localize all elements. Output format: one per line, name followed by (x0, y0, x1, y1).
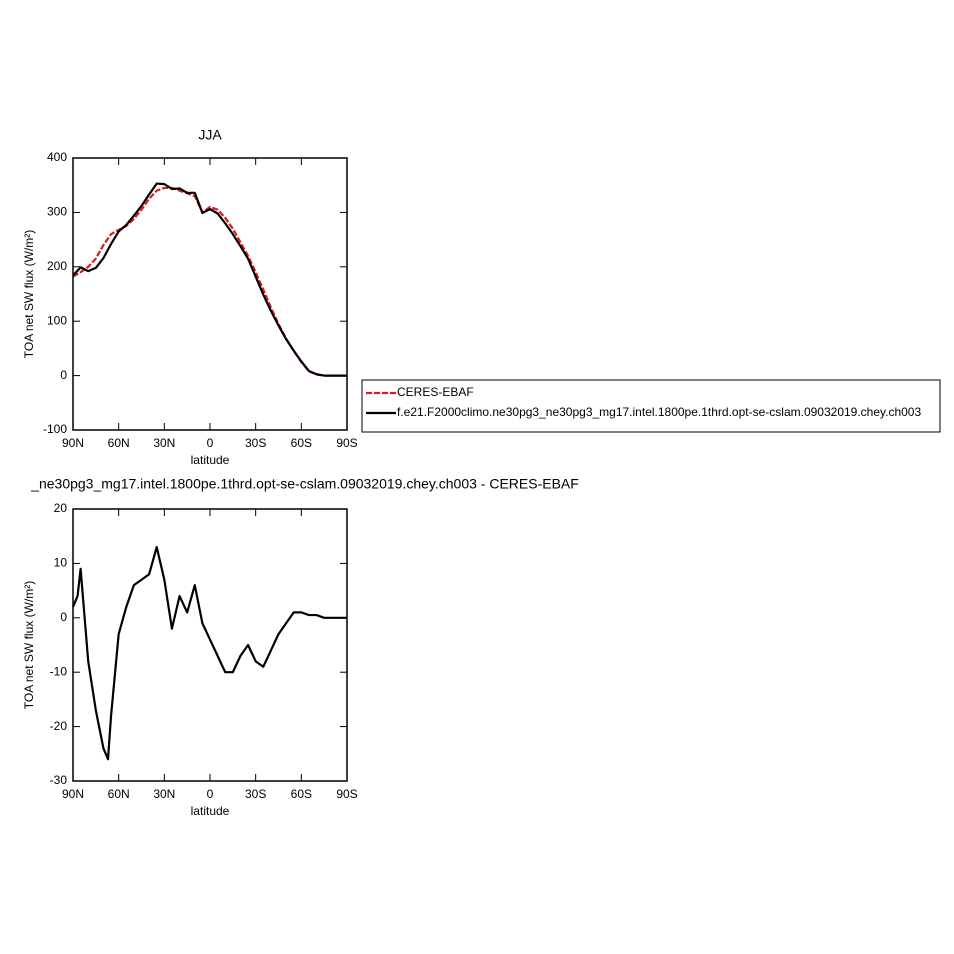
x-axis-label: latitude (191, 453, 230, 467)
x-tick-label: 30S (245, 436, 266, 450)
x-tick-label: 30N (153, 787, 175, 801)
x-tick-label: 90N (62, 436, 84, 450)
y-tick-label: 200 (47, 259, 67, 273)
x-tick-label: 30S (245, 787, 266, 801)
chart-title: _ne30pg3_mg17.intel.1800pe.1thrd.opt-se-… (30, 476, 579, 492)
y-tick-label: 400 (47, 150, 67, 164)
x-tick-label: 0 (207, 787, 214, 801)
data-line (72, 182, 347, 377)
x-tick-label: 30N (153, 436, 175, 450)
x-tick-label: 60S (291, 436, 312, 450)
data-line (71, 545, 347, 761)
plot-frame (72, 157, 348, 431)
y-tick-label: 0 (60, 368, 67, 382)
x-tick-label: 90S (336, 436, 357, 450)
legend-frame (361, 379, 941, 433)
x-tick-label: 90S (336, 787, 357, 801)
y-tick-label: -30 (50, 773, 68, 787)
chart-title: JJA (198, 127, 222, 143)
y-tick-label: 100 (47, 313, 67, 327)
y-axis-label: TOA net SW flux (W/m²) (22, 581, 36, 709)
x-tick-label: 0 (207, 436, 214, 450)
legend-label: CERES-EBAF (397, 385, 474, 399)
y-tick-label: 10 (54, 556, 68, 570)
y-tick-label: 20 (54, 501, 68, 515)
y-tick-label: -10 (50, 664, 68, 678)
y-tick-label: -100 (43, 422, 67, 436)
x-tick-label: 60N (108, 436, 130, 450)
y-tick-label: 300 (47, 205, 67, 219)
plot-frame (72, 508, 348, 782)
x-tick-label: 60S (291, 787, 312, 801)
y-tick-label: 0 (60, 610, 67, 624)
x-axis-label: latitude (191, 804, 230, 818)
y-axis-label: TOA net SW flux (W/m²) (22, 230, 36, 358)
x-tick-label: 90N (62, 787, 84, 801)
legend-label: f.e21.F2000climo.ne30pg3_ne30pg3_mg17.in… (397, 405, 921, 419)
x-tick-label: 60N (108, 787, 130, 801)
y-tick-label: -20 (50, 719, 68, 733)
data-line (72, 186, 347, 377)
